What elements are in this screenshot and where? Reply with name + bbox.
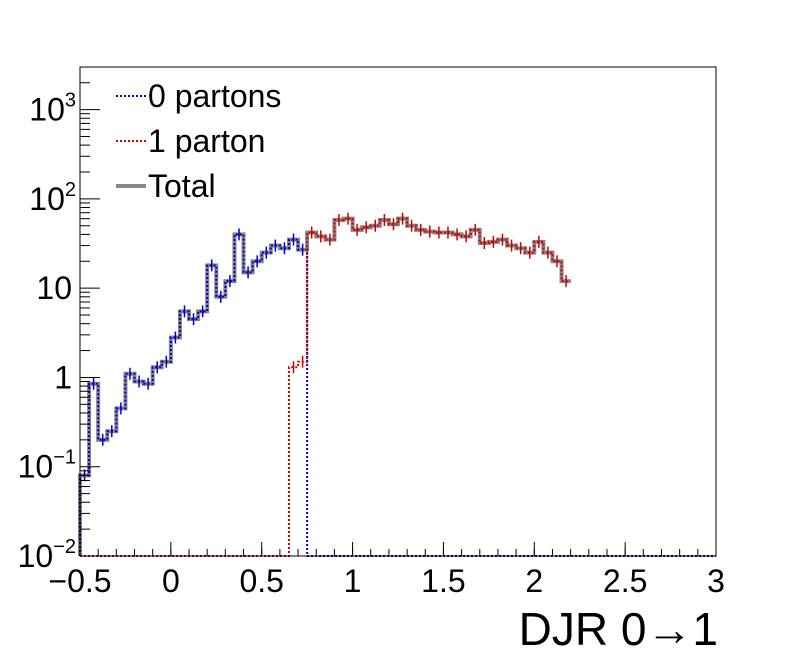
- series-outline: [80, 217, 571, 557]
- legend-item: Total: [116, 168, 216, 204]
- series-1-parton: [80, 212, 571, 557]
- x-tick-label: 1.5: [421, 563, 465, 599]
- x-tick-label: 2: [525, 563, 543, 599]
- y-tick-label: 1: [54, 359, 72, 395]
- legend: 0 partons 1 parton Total: [116, 78, 281, 204]
- plot-frame: [79, 66, 717, 557]
- y-tick-label: 102: [29, 179, 76, 217]
- y-tick-label: 10−1: [18, 447, 76, 485]
- x-tick-label: 0.5: [239, 563, 283, 599]
- x-tick-label: 3: [707, 563, 725, 599]
- y-tick-label: 10: [36, 270, 72, 306]
- legend-label: Total: [148, 168, 216, 204]
- legend-label: 1 parton: [148, 123, 265, 159]
- legend-item: 0 partons: [116, 78, 281, 114]
- series-outline: [79, 233, 716, 557]
- legend-label: 0 partons: [148, 78, 281, 114]
- y-tick-label: 10−2: [18, 536, 76, 574]
- y-tick-label: 103: [29, 90, 76, 128]
- x-tick-label: −0.5: [48, 563, 111, 599]
- histogram-layer: [78, 212, 716, 557]
- series-0-partons: [79, 228, 716, 557]
- x-tick-label: 1: [344, 563, 362, 599]
- x-axis-label: DJR 0→1: [519, 603, 718, 655]
- x-tick-label: 2.5: [603, 563, 647, 599]
- axes-layer: −0.5 0 0.5 1 1.5 2 2.5 3 10−2 10−1 1 10 102 103: [18, 66, 725, 599]
- x-tick-label: 0: [162, 563, 180, 599]
- legend-item: 1 parton: [116, 123, 265, 159]
